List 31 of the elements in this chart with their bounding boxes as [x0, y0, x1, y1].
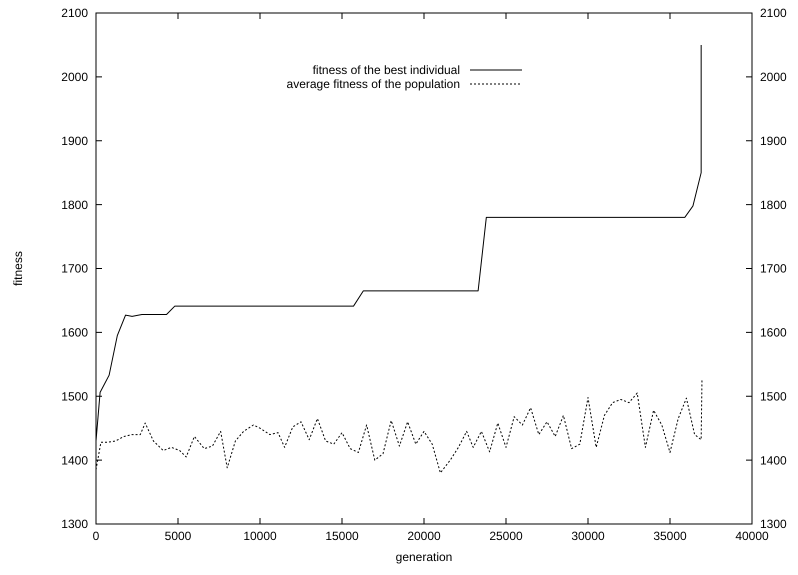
y-tick-label: 2000	[61, 70, 88, 84]
y2-tick-label: 1700	[760, 262, 788, 276]
x-tick-label: 20000	[407, 529, 442, 543]
legend-label: average fitness of the population	[286, 77, 460, 92]
y2-tick-label: 1300	[760, 517, 788, 532]
y-axis-title: fitness	[11, 251, 25, 286]
x-tick-label: 5000	[164, 529, 192, 543]
x-tick-label: 40000	[735, 529, 770, 543]
x-tick-label: 35000	[653, 529, 688, 543]
y-tick-label: 1600	[61, 326, 88, 340]
y2-tick-label: 2100	[760, 6, 788, 20]
y2-tick-label: 1500	[760, 389, 788, 404]
y2-tick-label: 1800	[760, 198, 788, 212]
y2-tick-label: 1400	[760, 453, 788, 468]
y-tick-label: 1500	[61, 389, 88, 404]
x-tick-label: 30000	[571, 529, 606, 543]
legend-label: fitness of the best individual	[312, 63, 460, 78]
x-tick-label: 0	[92, 529, 100, 543]
y2-tick-label: 1900	[760, 134, 788, 148]
y-tick-label: 1400	[61, 453, 88, 468]
x-tick-label: 25000	[489, 529, 524, 543]
y-tick-label: 1800	[61, 198, 88, 212]
y2-tick-label: 2000	[760, 70, 788, 84]
x-tick-label: 15000	[325, 529, 360, 543]
y-tick-label: 1300	[61, 517, 88, 532]
y-tick-label: 1900	[61, 134, 88, 148]
y-tick-label: 2100	[61, 6, 88, 20]
y-tick-label: 1700	[61, 262, 88, 276]
x-axis-title: generation	[396, 550, 452, 564]
x-tick-label: 10000	[243, 529, 278, 543]
y2-tick-label: 1600	[760, 326, 788, 340]
